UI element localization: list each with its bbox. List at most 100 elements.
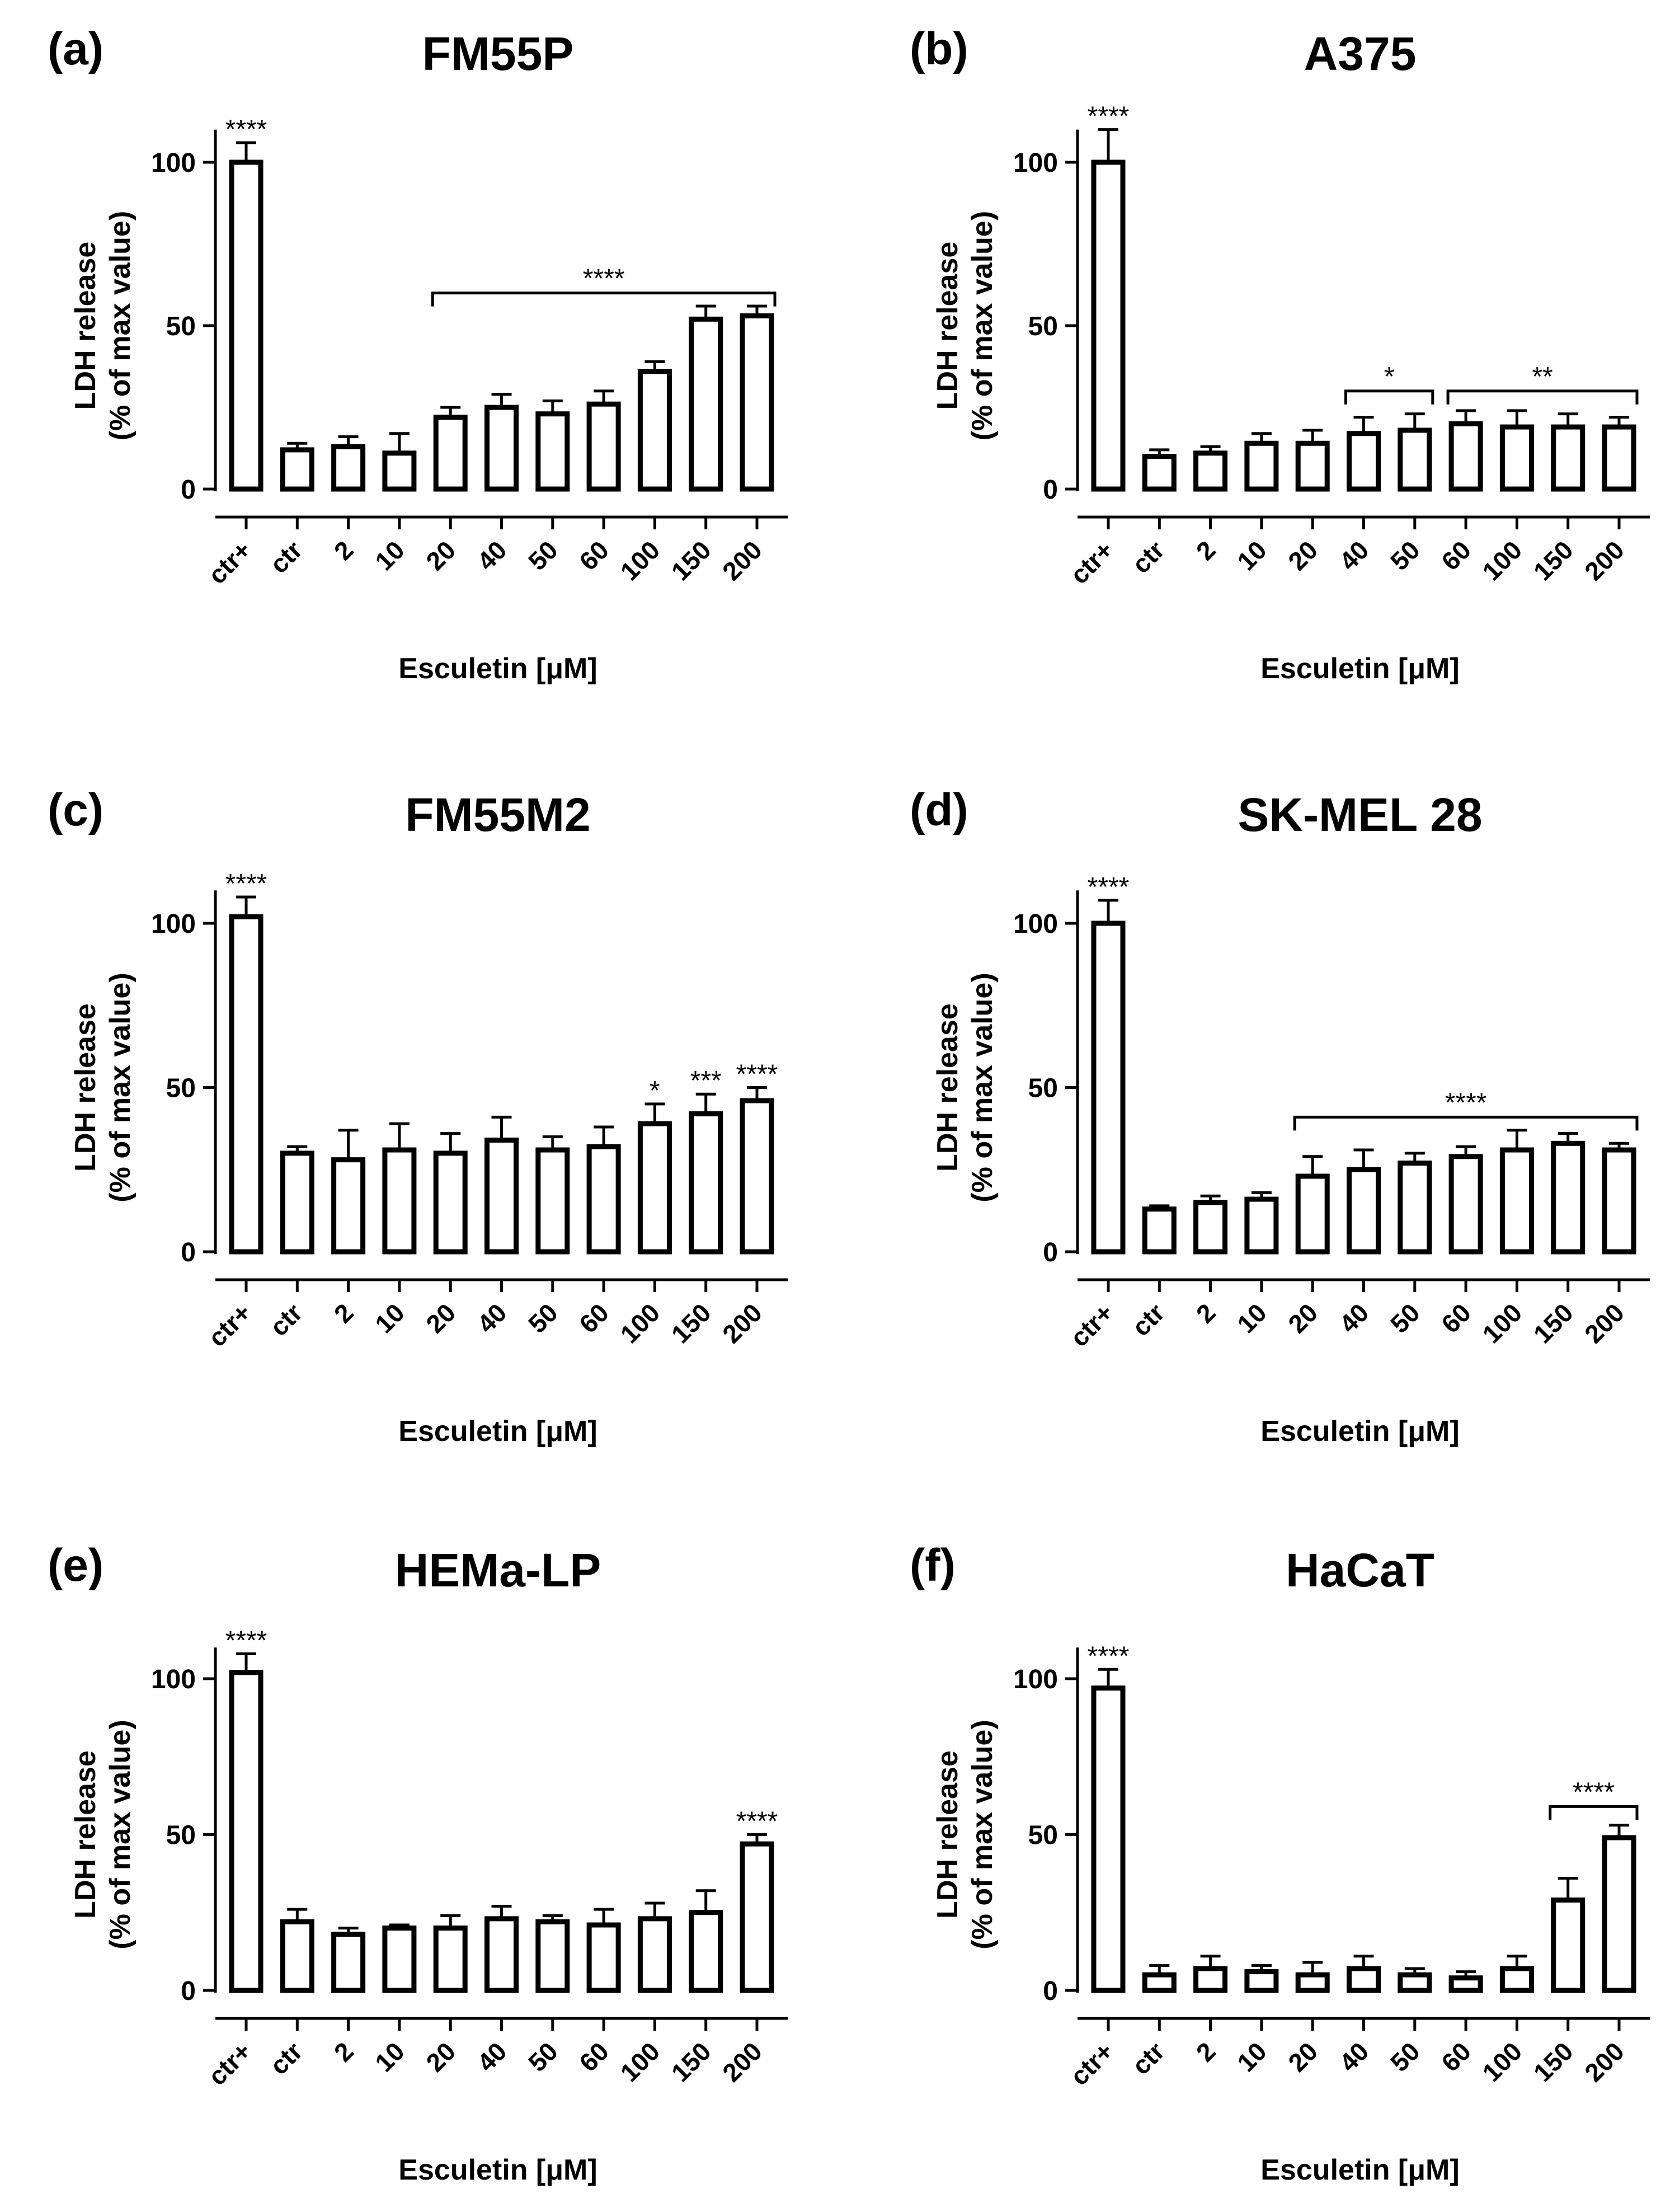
x-tick-label: 2 xyxy=(1191,2036,1221,2067)
bracket-stars: **** xyxy=(1445,1088,1487,1117)
bar-200 xyxy=(740,313,774,492)
chart-title: HEMa-LP xyxy=(395,1544,601,1596)
chart-title: A375 xyxy=(1304,27,1417,80)
bar-ctr xyxy=(1142,454,1177,492)
bar-40 xyxy=(1347,1966,1381,1993)
x-tick-label: 10 xyxy=(369,2036,410,2077)
x-tick-label: 20 xyxy=(1282,2036,1323,2077)
x-tick-label: 60 xyxy=(1436,535,1476,576)
x-tick-label: 10 xyxy=(369,535,410,576)
y-axis-label: LDH release xyxy=(931,242,964,410)
y-tick-label: 100 xyxy=(151,1665,196,1694)
x-tick-label: ctr xyxy=(264,1298,308,1341)
panel-letter: (a) xyxy=(48,24,103,74)
bar-150 xyxy=(1551,1140,1586,1255)
bar-10 xyxy=(1244,440,1279,492)
x-axis-label: Esculetin [μM] xyxy=(1260,652,1459,685)
bar-60 xyxy=(1448,421,1483,492)
bar-2 xyxy=(1193,1966,1228,1993)
y-axis-label-units: (% of max value) xyxy=(104,1720,137,1949)
bar-2 xyxy=(331,1932,366,1993)
bar-200 xyxy=(1602,1147,1636,1255)
y-tick-label: 50 xyxy=(1028,1821,1058,1851)
x-axis-label: Esculetin [μM] xyxy=(398,652,597,685)
y-tick-label: 0 xyxy=(1043,475,1058,505)
bracket-stars: * xyxy=(1384,362,1395,392)
x-axis-label: Esculetin [μM] xyxy=(1260,1415,1459,1448)
x-tick-label: 50 xyxy=(523,2036,563,2077)
x-axis-label: Esculetin [μM] xyxy=(1260,2154,1459,2186)
chart-panel-5: (e) HEMa-LP LDH release (% of max value) 0 50… xyxy=(48,1540,788,2186)
bar-100 xyxy=(637,1121,672,1255)
bar-10 xyxy=(1244,1196,1279,1255)
x-tick-label: 150 xyxy=(1528,2036,1579,2087)
bar-50 xyxy=(535,411,570,492)
y-axis-label: LDH release xyxy=(69,1003,102,1172)
bar-60 xyxy=(586,1144,621,1255)
x-tick-label: 10 xyxy=(1231,2036,1272,2077)
bar-50 xyxy=(535,1919,570,1993)
chart-panel-3: (c) FM55M2 LDH release (% of max value) 0 50 1… xyxy=(48,785,788,1448)
x-tick-label: ctr+ xyxy=(203,535,257,589)
bar-20 xyxy=(1295,1972,1330,1993)
bar-200 xyxy=(740,1098,774,1255)
y-tick-label: 50 xyxy=(1028,312,1058,341)
x-tick-label: 50 xyxy=(1385,2036,1426,2077)
bar-20 xyxy=(433,1925,468,1993)
y-axis-label: LDH release xyxy=(931,1750,964,1919)
bar-ctr xyxy=(280,1919,314,1993)
y-tick-label: 0 xyxy=(1043,1238,1058,1267)
y-axis-label-units: (% of max value) xyxy=(966,211,999,440)
bar-10 xyxy=(382,1925,417,1993)
chart-title: HaCaT xyxy=(1286,1544,1434,1596)
significance-stars: *** xyxy=(690,1066,722,1096)
chart-panel-6: (f) HaCaT LDH release (% of max value) 0 50 10… xyxy=(910,1540,1650,2186)
y-axis-label-units: (% of max value) xyxy=(966,1720,999,1949)
panel-letter: (f) xyxy=(910,1540,956,1591)
y-tick-label: 0 xyxy=(181,475,196,505)
x-tick-label: 50 xyxy=(523,1298,563,1339)
x-tick-label: 60 xyxy=(573,535,614,576)
bar-50 xyxy=(535,1147,570,1255)
significance-stars: **** xyxy=(225,115,267,144)
x-tick-label: 200 xyxy=(1579,535,1630,586)
bar-40 xyxy=(484,1137,519,1255)
bar-20 xyxy=(1295,440,1330,492)
x-tick-label: 150 xyxy=(666,2036,717,2087)
x-tick-label: 100 xyxy=(1476,1298,1527,1349)
bar-2 xyxy=(331,444,366,492)
significance-bracket xyxy=(431,292,777,307)
y-tick-label: 100 xyxy=(1013,1665,1058,1694)
chart-title: FM55M2 xyxy=(405,788,590,841)
x-tick-label: 200 xyxy=(1579,2036,1630,2087)
x-tick-label: 100 xyxy=(1476,535,1527,586)
panel-letter: (c) xyxy=(48,785,103,835)
y-tick-label: 100 xyxy=(151,148,196,178)
x-tick-label: 50 xyxy=(523,535,563,576)
x-tick-label: 20 xyxy=(420,2036,461,2077)
bar-150 xyxy=(1551,424,1586,492)
x-tick-label: ctr xyxy=(264,2036,308,2080)
x-tick-label: 50 xyxy=(1385,1298,1426,1339)
x-tick-label: 200 xyxy=(717,1298,768,1349)
bar-ctr xyxy=(1142,1206,1177,1255)
x-tick-label: 50 xyxy=(1385,535,1426,576)
significance-stars: * xyxy=(650,1076,660,1106)
panel-letter: (e) xyxy=(48,1540,103,1591)
bar-20 xyxy=(1295,1173,1330,1255)
bar-10 xyxy=(1244,1969,1279,1993)
bracket-stars: **** xyxy=(583,264,625,294)
x-tick-label: 100 xyxy=(614,535,665,586)
y-tick-label: 0 xyxy=(1043,1976,1058,2006)
bar-2 xyxy=(1193,1200,1228,1255)
y-axis-label-units: (% of max value) xyxy=(104,211,137,440)
x-tick-label: 150 xyxy=(666,1298,717,1349)
significance-stars: **** xyxy=(225,869,267,899)
y-tick-label: 100 xyxy=(151,909,196,939)
bar-20 xyxy=(433,415,468,492)
bar-100 xyxy=(637,369,672,492)
significance-stars: **** xyxy=(1088,102,1130,132)
bar-100 xyxy=(637,1916,672,1993)
x-tick-label: 20 xyxy=(1282,535,1323,576)
